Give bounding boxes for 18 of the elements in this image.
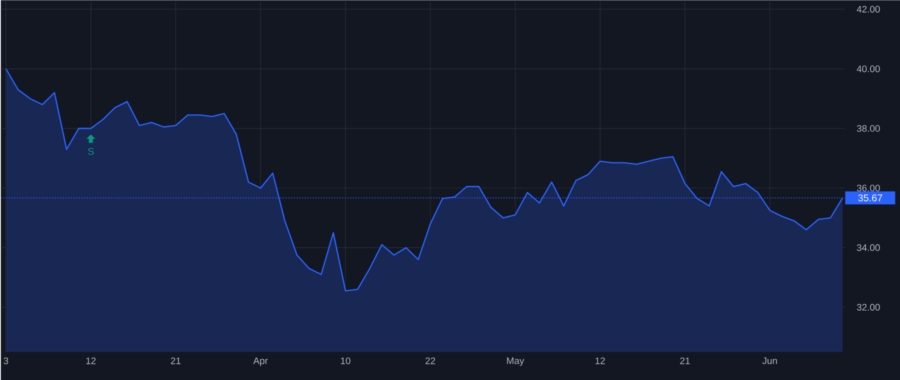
x-tick-label: 12 — [86, 358, 96, 364]
ref-line-label: 35.67 — [858, 194, 882, 202]
x-tick-label: 21 — [680, 358, 690, 364]
x-tick-label: 12 — [596, 358, 605, 364]
annotation: S — [88, 148, 94, 155]
x-tick-label: Jun — [762, 358, 777, 364]
x-tick-label: 22 — [426, 358, 436, 364]
x-tick-label: Apr — [253, 358, 268, 366]
y-tick-label: 32.00 — [856, 304, 880, 311]
x-tick-label: May — [507, 358, 524, 366]
y-tick-label: 34.00 — [856, 244, 880, 252]
x-tick-label: 3 — [4, 358, 8, 364]
x-tick-label: 21 — [170, 358, 181, 364]
y-tick-label: 40.00 — [856, 66, 880, 72]
y-tick-label: 38.00 — [856, 125, 880, 132]
y-tick-label: 42.00 — [856, 6, 880, 13]
x-tick-label: 10 — [340, 358, 350, 364]
y-tick-label: 36.00 — [856, 184, 880, 192]
